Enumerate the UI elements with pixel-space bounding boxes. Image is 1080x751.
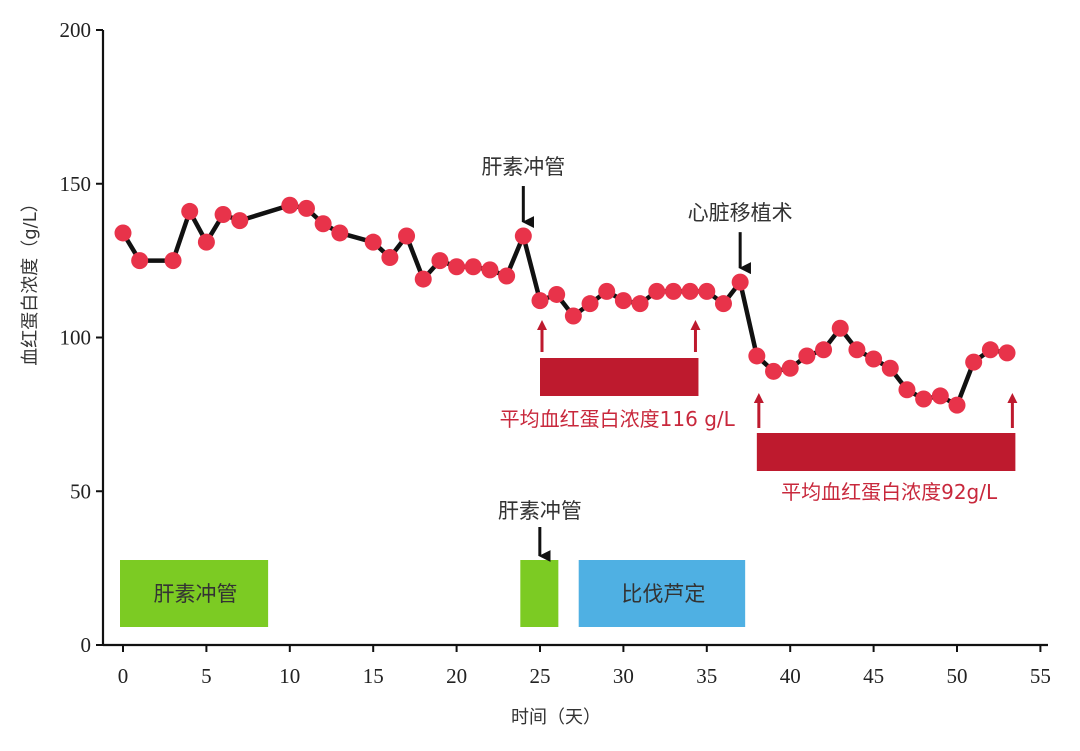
data-point (631, 295, 649, 313)
data-point (915, 390, 933, 408)
treatment-label: 肝素冲管 (154, 582, 238, 606)
x-tick-label: 35 (696, 664, 717, 688)
annotation-label: 肝素冲管 (481, 155, 565, 179)
data-point (831, 319, 849, 337)
data-point (664, 282, 682, 300)
x-tick-label: 0 (118, 664, 129, 688)
data-point (197, 233, 215, 251)
data-point (614, 292, 632, 310)
data-point (898, 381, 916, 399)
data-point (681, 282, 699, 300)
data-point (381, 249, 399, 267)
treatment-callout-label: 肝素冲管 (498, 499, 582, 523)
data-point (114, 224, 132, 242)
data-point (765, 362, 783, 380)
data-point (714, 295, 732, 313)
x-tick-label: 40 (780, 664, 801, 688)
average-up-arrow-head (537, 320, 547, 330)
data-point (648, 282, 666, 300)
data-points (114, 196, 1016, 414)
y-tick-label: 0 (81, 633, 92, 657)
data-point (281, 196, 299, 214)
average-label: 平均血红蛋白浓度116 g/L (500, 407, 736, 431)
data-point (815, 341, 833, 359)
data-point (865, 350, 883, 368)
data-point (698, 282, 716, 300)
data-point (931, 387, 949, 405)
treatment-bar (578, 560, 746, 627)
average-up-arrow-head (1007, 393, 1018, 403)
data-point (848, 341, 866, 359)
y-tick-label: 150 (60, 172, 92, 196)
treatment-label: 比伐芦定 (621, 582, 705, 606)
treatment-bar (520, 560, 559, 627)
axes (101, 30, 1048, 647)
data-point (364, 233, 382, 251)
data-point (131, 252, 149, 270)
treatment-bar (120, 560, 269, 627)
x-axis-label: 时间（天） (511, 707, 601, 728)
data-point (481, 261, 499, 279)
data-point (598, 282, 616, 300)
data-point (948, 396, 966, 414)
data-point (731, 273, 749, 291)
data-point (564, 307, 582, 325)
data-point (398, 227, 416, 245)
data-point (998, 344, 1016, 362)
y-axis-label: 血红蛋白浓度（g/L） (20, 194, 41, 366)
annotation-label: 心脏移植术 (688, 201, 793, 225)
data-point (531, 292, 549, 310)
data-point (548, 285, 566, 303)
data-point (314, 215, 332, 233)
data-point (464, 258, 482, 276)
y-tick-label: 200 (60, 18, 92, 42)
data-point (164, 252, 182, 270)
y-tick-label: 100 (60, 326, 92, 350)
x-tick-label: 30 (613, 664, 634, 688)
data-point (581, 295, 599, 313)
y-ticks: 0 50 100 150 200 (60, 18, 103, 657)
x-tick-label: 55 (1030, 664, 1051, 688)
data-point (514, 227, 532, 245)
average-up-arrow-head (753, 393, 764, 403)
data-point (748, 347, 766, 365)
x-ticks: 0 5 10 15 20 25 30 35 40 45 50 55 (118, 645, 1051, 688)
x-tick-label: 5 (201, 664, 212, 688)
data-point (431, 252, 449, 270)
data-point (448, 258, 466, 276)
x-tick-label: 10 (279, 664, 300, 688)
x-tick-label: 50 (947, 664, 968, 688)
data-point (498, 267, 516, 285)
data-point (798, 347, 816, 365)
x-tick-label: 15 (363, 664, 384, 688)
data-point (881, 359, 899, 377)
data-point (781, 359, 799, 377)
y-tick-label: 50 (70, 479, 91, 503)
average-up-arrow-head (690, 320, 701, 330)
average-bar (756, 433, 1016, 471)
average-label: 平均血红蛋白浓度92g/L (781, 480, 998, 504)
data-point (181, 202, 199, 220)
data-point (965, 353, 983, 371)
average-bar (540, 358, 699, 396)
average-bars: 平均血红蛋白浓度116 g/L 平均血红蛋白浓度92g/L (500, 320, 1018, 504)
data-point (297, 199, 315, 217)
x-tick-label: 25 (530, 664, 551, 688)
x-tick-label: 20 (446, 664, 467, 688)
data-point (214, 206, 232, 223)
data-point (414, 270, 432, 288)
data-point (231, 212, 249, 230)
data-point (981, 341, 999, 359)
data-point (331, 224, 349, 242)
x-tick-label: 45 (863, 664, 884, 688)
